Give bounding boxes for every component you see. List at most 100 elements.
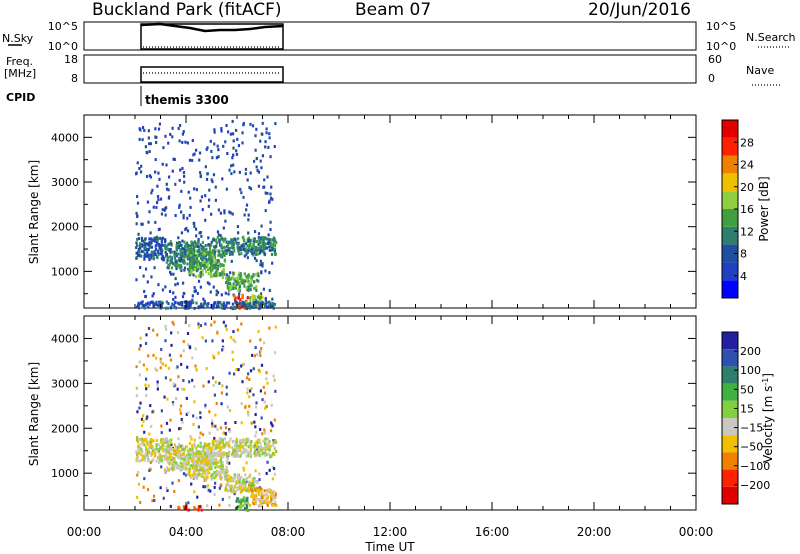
scatter-cell	[213, 492, 216, 496]
data-cell	[226, 245, 229, 249]
data-cell	[252, 301, 255, 305]
data-cell	[221, 252, 224, 256]
data-cell	[234, 300, 237, 304]
data-cell	[200, 467, 203, 471]
data-cell	[255, 444, 258, 448]
data-cell	[175, 454, 178, 458]
data-cell	[194, 244, 198, 248]
scatter-cell	[202, 485, 205, 489]
data-cell	[262, 238, 265, 242]
data-cell	[236, 281, 239, 285]
nsearch-label: N.Search	[746, 31, 796, 44]
data-cell	[190, 272, 193, 276]
scatter-cell	[271, 424, 274, 428]
data-cell	[211, 264, 214, 268]
data-cell	[196, 452, 199, 456]
data-cell	[249, 301, 252, 305]
data-cell	[249, 249, 252, 253]
scatter-cell	[212, 285, 215, 289]
data-cell	[142, 249, 145, 253]
data-cell	[193, 505, 196, 509]
scatter-cell	[196, 495, 199, 499]
data-cell	[242, 244, 246, 248]
data-cell	[158, 244, 161, 248]
velocity-colorbar-segment	[722, 383, 738, 401]
data-cell	[206, 258, 209, 262]
data-cell	[200, 472, 204, 476]
data-cell	[164, 306, 168, 310]
data-cell	[234, 449, 237, 453]
data-cell	[223, 237, 226, 241]
scatter-cell	[182, 171, 186, 175]
data-cell	[245, 489, 248, 493]
data-cell	[255, 240, 259, 244]
scatter-cell	[261, 121, 264, 125]
scatter-cell	[256, 438, 260, 442]
scatter-cell	[270, 185, 273, 189]
scatter-cell	[181, 295, 185, 299]
data-cell	[193, 252, 196, 256]
data-cell	[230, 484, 233, 488]
data-cell	[176, 263, 179, 267]
data-cell	[248, 475, 251, 479]
power-colorbar-tick-label: 4	[740, 270, 747, 283]
scatter-cell	[143, 289, 146, 293]
data-cell	[238, 479, 241, 483]
scatter-cell	[259, 159, 262, 163]
data-cell	[257, 451, 260, 455]
data-cell	[215, 244, 218, 248]
scatter-cell	[223, 211, 226, 215]
data-cell	[206, 475, 209, 479]
data-cell	[259, 245, 263, 249]
data-cell	[242, 488, 245, 492]
scatter-cell	[158, 177, 161, 181]
data-cell	[212, 442, 215, 446]
data-cell	[235, 301, 238, 305]
scatter-cell	[179, 404, 183, 408]
data-cell	[178, 302, 181, 306]
scatter-cell	[234, 420, 237, 424]
data-cell	[188, 269, 191, 273]
freq-data-box	[140, 66, 284, 83]
scatter-cell	[249, 369, 253, 373]
scatter-cell	[195, 367, 198, 371]
scatter-cell	[189, 205, 192, 209]
data-cell	[204, 442, 208, 446]
data-cell	[166, 468, 170, 472]
scatter-cell	[156, 194, 160, 198]
data-cell	[231, 243, 234, 247]
scatter-cell	[186, 216, 189, 220]
scatter-cell	[173, 157, 176, 161]
data-cell	[265, 237, 268, 241]
scatter-cell	[149, 231, 152, 235]
data-cell	[208, 267, 211, 271]
data-cell	[157, 236, 160, 240]
scatter-cell	[139, 500, 142, 504]
scatter-cell	[229, 335, 233, 339]
nsky-tick-bottom-left: 10^0	[48, 40, 78, 53]
data-cell	[159, 306, 162, 310]
data-cell	[210, 467, 213, 471]
data-cell	[207, 454, 211, 458]
scatter-cell	[176, 365, 179, 369]
scatter-cell	[217, 351, 220, 355]
data-cell	[201, 445, 204, 449]
data-cell	[249, 243, 252, 247]
data-cell	[168, 439, 171, 443]
scatter-cell	[155, 459, 158, 463]
scatter-cell	[224, 140, 227, 144]
data-cell	[138, 250, 141, 254]
data-cell	[148, 237, 151, 241]
scatter-cell	[267, 145, 270, 149]
data-cell	[139, 451, 142, 455]
scatter-cell	[183, 247, 186, 251]
scatter-cell	[135, 278, 138, 282]
power-colorbar-frame	[721, 119, 739, 299]
data-cell	[192, 471, 196, 475]
scatter-cell	[208, 410, 211, 414]
data-cell	[135, 251, 138, 255]
data-cell	[261, 491, 264, 495]
data-cell	[203, 444, 206, 448]
data-cell	[180, 303, 184, 307]
data-cell	[209, 453, 212, 457]
